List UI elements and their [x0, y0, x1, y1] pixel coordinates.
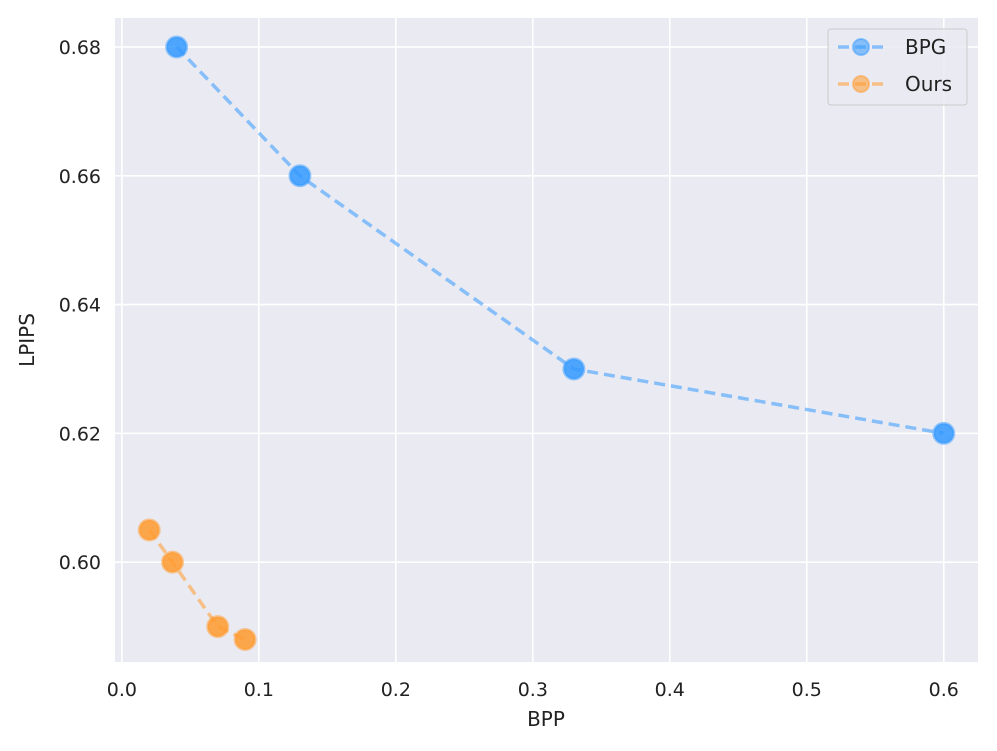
x-tick-label: 0.5 [792, 679, 822, 701]
series-line [175, 45, 945, 436]
x-tick-label: 0.4 [655, 679, 685, 701]
grid-lines [115, 18, 978, 662]
x-tick-label: 0.2 [381, 679, 411, 701]
y-tick-label: 0.68 [59, 37, 101, 59]
series-layer [137, 35, 956, 651]
x-tick-label: 0.6 [929, 679, 959, 701]
y-tick-label: 0.64 [59, 295, 101, 317]
legend-marker [852, 75, 870, 93]
data-point [233, 627, 257, 651]
series-bpg [165, 35, 956, 445]
data-point [932, 421, 956, 445]
x-tick-label: 0.0 [107, 679, 137, 701]
y-tick-label: 0.66 [59, 166, 101, 188]
data-point [562, 357, 586, 381]
y-axis-ticks: 0.60 0.62 0.64 0.66 0.68 [59, 37, 101, 574]
data-point [206, 615, 230, 639]
legend-marker [852, 38, 870, 56]
legend-label: BPG [905, 35, 946, 59]
data-point [161, 550, 185, 574]
legend-item: BPG [838, 35, 946, 59]
plot-area [115, 18, 978, 662]
legend: BPG Ours [827, 28, 968, 106]
data-point [137, 518, 161, 542]
legend-item: Ours [838, 72, 952, 96]
x-tick-label: 0.3 [518, 679, 548, 701]
x-axis-label: BPP [527, 707, 565, 731]
series-ours [137, 518, 257, 651]
data-point [165, 35, 189, 59]
y-tick-label: 0.62 [59, 423, 101, 445]
y-axis-label: LPIPS [15, 313, 39, 367]
x-axis-ticks: 0.0 0.1 0.2 0.3 0.4 0.5 0.6 [107, 679, 959, 701]
data-point [288, 164, 312, 188]
legend-label: Ours [905, 72, 952, 96]
series-line [147, 528, 246, 642]
x-tick-label: 0.1 [244, 679, 274, 701]
y-tick-label: 0.60 [59, 552, 101, 574]
